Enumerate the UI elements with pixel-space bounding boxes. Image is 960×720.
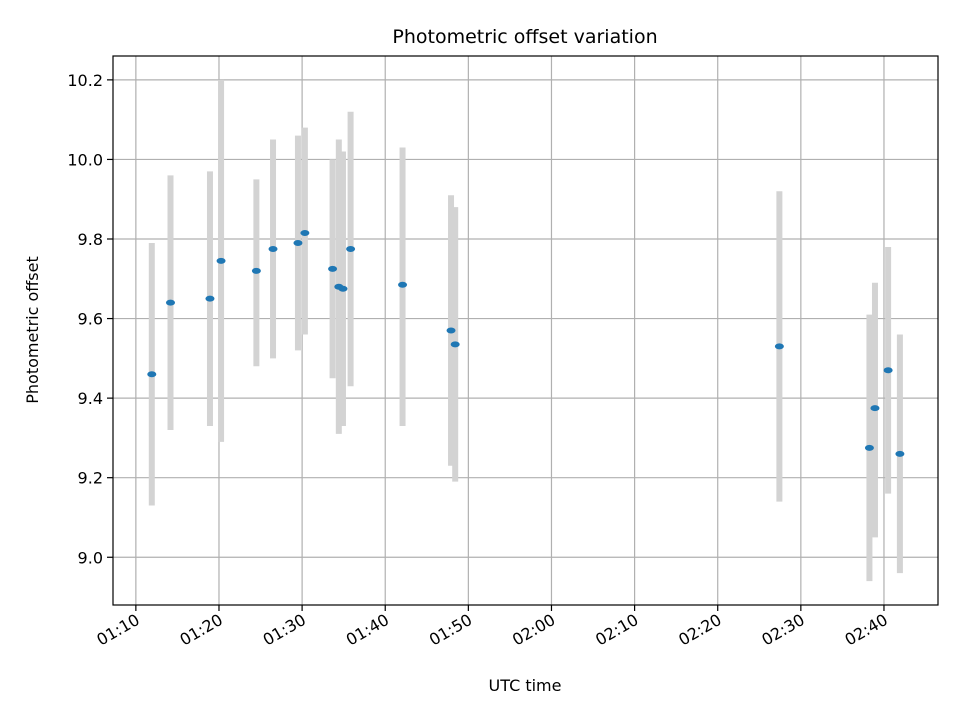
data-point — [895, 450, 905, 457]
chart-title: Photometric offset variation — [392, 26, 657, 48]
grid — [113, 56, 938, 605]
y-axis-label: Photometric offset — [23, 256, 42, 404]
y-tick-label: 9.0 — [78, 548, 103, 567]
data-point — [346, 245, 356, 252]
y-tick-label: 9.2 — [78, 469, 103, 488]
data-point — [205, 295, 215, 302]
data-point — [774, 343, 784, 350]
data-point — [328, 265, 338, 272]
data-point — [398, 281, 408, 288]
data-points — [147, 230, 905, 457]
data-point — [446, 327, 456, 334]
data-point — [216, 257, 226, 264]
data-point — [147, 371, 157, 378]
data-point — [165, 299, 175, 306]
data-point — [450, 341, 460, 348]
x-axis-label: UTC time — [489, 676, 562, 695]
y-axis: 9.0 9.2 9.4 9.6 9.8 10.0 10.2 — [67, 71, 113, 567]
plot-frame — [112, 55, 939, 606]
data-point — [300, 230, 310, 237]
data-point — [883, 367, 893, 374]
data-point — [251, 267, 261, 274]
data-point — [338, 285, 348, 292]
data-point — [870, 405, 880, 412]
y-tick-label: 9.8 — [78, 230, 103, 249]
y-tick-label: 10.0 — [67, 150, 103, 169]
data-point — [864, 444, 874, 451]
data-point — [268, 245, 278, 252]
y-tick-label: 10.2 — [67, 71, 103, 90]
y-tick-label: 9.6 — [78, 310, 103, 329]
y-tick-label: 9.4 — [78, 389, 103, 408]
data-point — [293, 239, 303, 246]
